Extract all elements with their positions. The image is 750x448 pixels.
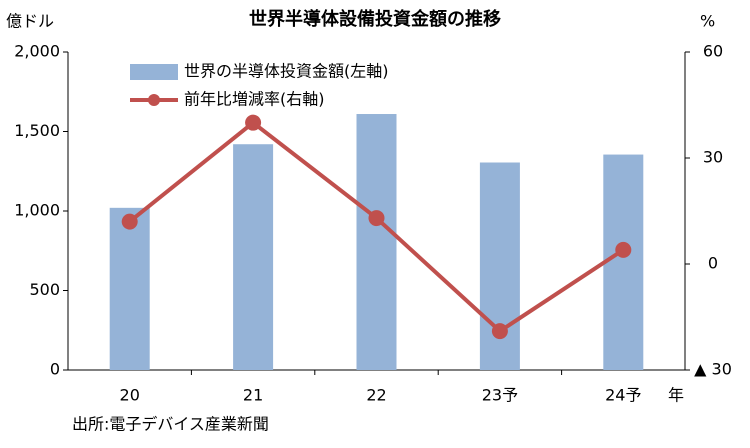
line-point	[245, 114, 262, 131]
bar	[356, 114, 397, 370]
line-point	[121, 213, 138, 230]
bar	[603, 154, 644, 370]
line-point	[368, 210, 385, 227]
source-note: 出所:電子デバイス産業新聞	[72, 415, 269, 434]
y-axis-label: 億ドル	[6, 12, 54, 31]
x-tick-label: 20	[120, 386, 140, 405]
x-tick-label: 21	[243, 386, 263, 405]
bar	[233, 144, 274, 370]
y-tick-label: 0	[50, 360, 60, 379]
x-tick-label: 24予	[605, 386, 641, 405]
y-tick-label: 500	[29, 280, 60, 299]
legend-label: 前年比増減率(右軸)	[184, 90, 325, 109]
legend-swatch	[148, 94, 160, 106]
legend-label: 世界の半導体投資金額(左軸)	[184, 62, 389, 81]
chart-title: 世界半導体設備投資金額の推移	[249, 8, 501, 30]
x-tick-label: 22	[366, 386, 386, 405]
line-point	[491, 323, 508, 340]
y-tick-label: 1,500	[14, 121, 60, 140]
y-tick-label: 2,000	[14, 42, 60, 61]
line-point	[615, 241, 632, 258]
bar	[109, 207, 150, 370]
y2-tick-label: ▲ 30	[694, 360, 732, 379]
y-tick-label: 1,000	[14, 201, 60, 220]
x-tick-label: 23予	[482, 386, 518, 405]
y2-axis-label: %	[700, 12, 715, 31]
y2-tick-label: 60	[703, 42, 723, 61]
legend-swatch	[130, 64, 178, 80]
y2-tick-label: 30	[703, 148, 723, 167]
y2-tick-label: 0	[708, 254, 718, 273]
x-axis-label: 年	[668, 386, 684, 405]
